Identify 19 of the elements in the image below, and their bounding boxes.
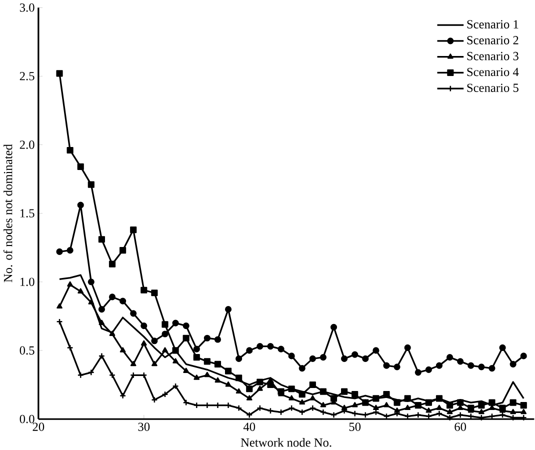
y-tick-label: 3.0 [20,3,34,12]
y-tick-label: 2.5 [20,72,34,80]
x-tick-label: 40 [243,422,256,431]
legend-label: Scenario 2 [467,36,518,44]
legend-label: Scenario 4 [467,68,519,76]
x-tick-label: 20 [32,422,44,431]
legend-label: Scenario 5 [467,84,518,92]
y-tick-label: 1.0 [20,278,34,286]
y-tick-label: 0.5 [20,346,34,355]
x-axis-title: Network node No. [240,438,332,447]
x-tick-label: 30 [138,422,150,431]
legend-label: Scenario 3 [467,52,518,60]
y-tick-label: 0.0 [20,414,34,424]
x-tick-label: 60 [454,422,466,431]
legend-label: Scenario 1 [467,20,518,28]
x-tick-label: 50 [349,422,361,431]
y-axis-title: No. of nodes not dominated [3,144,12,282]
y-tick-label: 1.5 [20,209,34,218]
y-tick-label: 2.0 [20,140,34,149]
